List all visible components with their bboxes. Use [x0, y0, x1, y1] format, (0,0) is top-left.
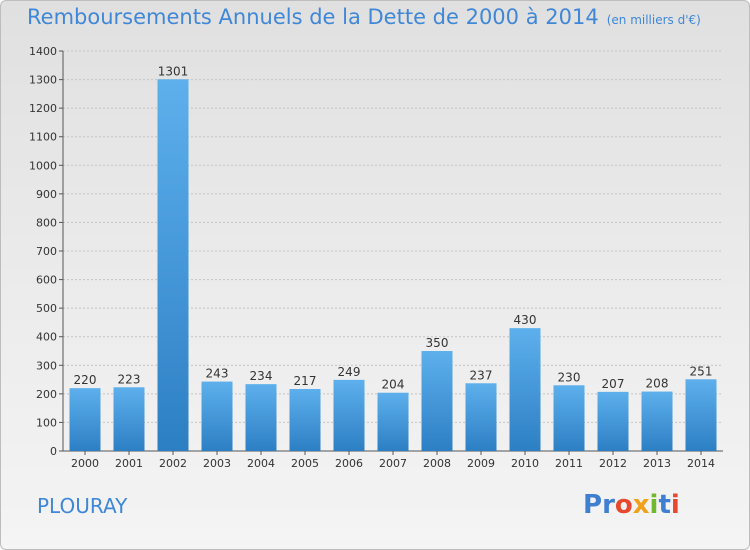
- y-tick-label: 900: [36, 188, 57, 201]
- value-label-2013: 208: [646, 377, 669, 391]
- value-label-2006: 249: [338, 365, 361, 379]
- y-tick-label: 700: [36, 245, 57, 258]
- y-tick-label: 100: [36, 416, 57, 429]
- value-label-2003: 243: [206, 367, 229, 381]
- bar-2003: [201, 381, 233, 451]
- x-tick-label-2006: 2006: [335, 457, 363, 470]
- y-tick-label: 500: [36, 302, 57, 315]
- x-tick-label-2005: 2005: [291, 457, 319, 470]
- bar-2007: [377, 392, 409, 451]
- bar-2009: [465, 383, 497, 451]
- logo-letter: i: [670, 490, 680, 520]
- bar-2010: [509, 328, 541, 451]
- value-label-2007: 204: [382, 378, 405, 392]
- logo-letter: t: [658, 490, 671, 520]
- x-tick-label-2014: 2014: [687, 457, 715, 470]
- labels: 220 2000 223 2001 1301 2002 243 2003 234 2004 217 2…: [71, 64, 715, 470]
- y-tick-label: 1100: [29, 131, 57, 144]
- logo-letter: r: [602, 490, 615, 520]
- x-tick-label-2004: 2004: [247, 457, 275, 470]
- bar-2013: [641, 391, 673, 451]
- chart-unit: (en milliers d'€): [606, 13, 701, 27]
- y-tick-label: 300: [36, 359, 57, 372]
- x-tick-label-2013: 2013: [643, 457, 671, 470]
- bar-2005: [289, 389, 321, 451]
- x-tick-label-2012: 2012: [599, 457, 627, 470]
- y-tick-label: 0: [50, 445, 57, 458]
- bar-2012: [597, 391, 629, 451]
- commune-name: PLOURAY: [37, 494, 128, 518]
- y-tick-label: 1300: [29, 74, 57, 87]
- bar-2002: [157, 79, 189, 452]
- value-label-2011: 230: [558, 370, 581, 384]
- value-label-2005: 217: [294, 374, 317, 388]
- value-label-2008: 350: [426, 336, 449, 350]
- logo-letter: o: [614, 490, 633, 520]
- x-tick-label-2000: 2000: [71, 457, 99, 470]
- proxiti-logo: Proxiti: [583, 490, 680, 520]
- x-tick-label-2002: 2002: [159, 457, 187, 470]
- bar-2006: [333, 379, 365, 451]
- value-label-2010: 430: [514, 313, 537, 327]
- x-tick-label-2011: 2011: [555, 457, 583, 470]
- value-label-2012: 207: [602, 377, 625, 391]
- value-label-2000: 220: [74, 373, 97, 387]
- chart-title: Remboursements Annuels de la Dette de 20…: [27, 5, 701, 29]
- bar-2000: [69, 388, 101, 451]
- y-tick-label: 1000: [29, 159, 57, 172]
- y-tick-label: 1400: [29, 45, 57, 58]
- bar-2011: [553, 385, 585, 451]
- x-tick-label-2010: 2010: [511, 457, 539, 470]
- y-tick-label: 400: [36, 331, 57, 344]
- y-tick-label: 200: [36, 388, 57, 401]
- x-tick-label-2009: 2009: [467, 457, 495, 470]
- bar-2004: [245, 384, 277, 451]
- y-tick-label: 800: [36, 216, 57, 229]
- value-label-2009: 237: [470, 368, 493, 382]
- bar-2014: [685, 379, 717, 451]
- bars: [69, 79, 717, 452]
- value-label-2002: 1301: [158, 64, 189, 78]
- y-tick-label: 600: [36, 274, 57, 287]
- x-tick-label-2007: 2007: [379, 457, 407, 470]
- logo-letter: x: [632, 490, 650, 520]
- value-label-2004: 234: [250, 369, 273, 383]
- bar-2008: [421, 351, 453, 451]
- bar-2001: [113, 387, 145, 451]
- value-label-2001: 223: [118, 372, 141, 386]
- x-tick-label-2001: 2001: [115, 457, 143, 470]
- value-label-2014: 251: [690, 364, 713, 378]
- logo-letter: P: [583, 490, 603, 520]
- x-tick-label-2003: 2003: [203, 457, 231, 470]
- y-tick-label: 1200: [29, 102, 57, 115]
- logo-letter: i: [649, 490, 659, 520]
- chart-title-text: Remboursements Annuels de la Dette de 20…: [27, 5, 599, 29]
- x-tick-label-2008: 2008: [423, 457, 451, 470]
